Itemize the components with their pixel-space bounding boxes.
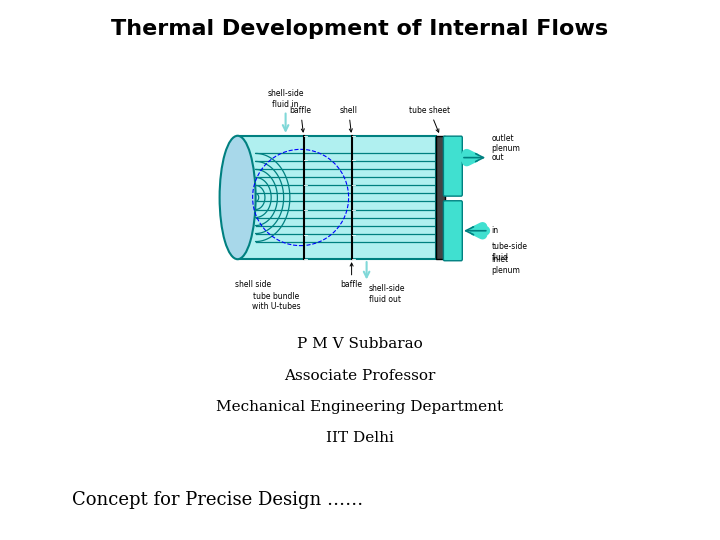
Text: shell-side
fluid out: shell-side fluid out: [369, 284, 405, 303]
Bar: [436, 136, 445, 259]
Text: shell-side
fluid in: shell-side fluid in: [267, 90, 304, 109]
Text: baffle: baffle: [289, 105, 312, 132]
Text: in: in: [492, 226, 499, 235]
Ellipse shape: [220, 136, 256, 259]
Text: P M V Subbarao: P M V Subbarao: [297, 338, 423, 352]
Text: out: out: [492, 153, 504, 162]
Text: shell side: shell side: [235, 280, 271, 289]
Text: IIT Delhi: IIT Delhi: [326, 431, 394, 446]
FancyBboxPatch shape: [444, 136, 462, 196]
Text: shell: shell: [340, 105, 358, 132]
Text: Concept for Precise Design ……: Concept for Precise Design ……: [72, 491, 364, 509]
Text: Mechanical Engineering Department: Mechanical Engineering Department: [217, 400, 503, 414]
Text: outlet
plenum: outlet plenum: [492, 134, 521, 153]
Bar: [238, 136, 436, 259]
Text: inlet
plenum: inlet plenum: [492, 255, 521, 275]
Text: Associate Professor: Associate Professor: [284, 369, 436, 383]
Text: tube sheet: tube sheet: [409, 105, 450, 132]
Text: baffle: baffle: [341, 263, 363, 289]
Text: tube-side
fluid: tube-side fluid: [492, 242, 528, 262]
Text: Thermal Development of Internal Flows: Thermal Development of Internal Flows: [112, 19, 608, 39]
FancyBboxPatch shape: [444, 201, 462, 261]
Text: tube bundle
with U-tubes: tube bundle with U-tubes: [252, 292, 301, 312]
